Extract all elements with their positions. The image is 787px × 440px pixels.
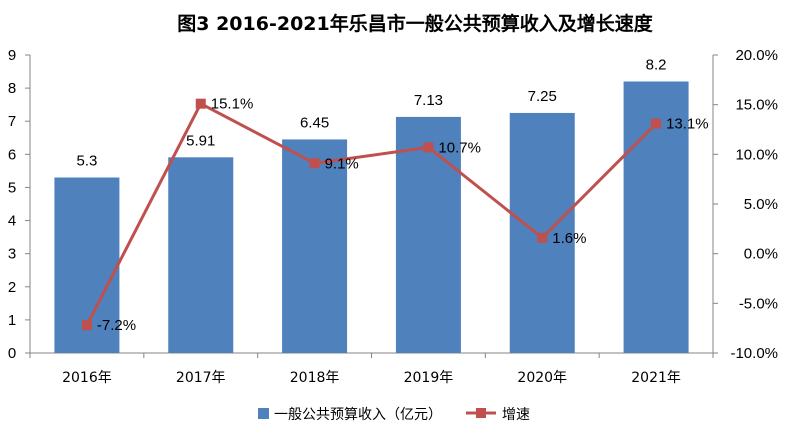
legend: 一般公共预算收入（亿元） 增速 (258, 407, 530, 423)
line-data-label: 1.6% (552, 230, 586, 247)
line-series (81, 98, 662, 331)
right-tick-label: 0.0% (744, 246, 778, 263)
legend-line-marker (476, 408, 486, 418)
line-marker (651, 118, 662, 129)
right-tick-label: 10.0% (735, 146, 778, 163)
bar-data-label: 5.91 (186, 132, 215, 149)
right-tick-label: 5.0% (744, 196, 778, 213)
growth-line (85, 101, 658, 326)
legend-bar-label: 一般公共预算收入（亿元） (274, 407, 442, 423)
line-marker (195, 98, 206, 109)
left-tick-label: 2 (8, 279, 16, 296)
right-tick-label: -5.0% (739, 295, 778, 312)
left-tick-label: 4 (8, 213, 16, 230)
right-tick-label: 15.0% (735, 97, 778, 114)
bar-data-label: 6.45 (300, 114, 329, 131)
line-marker (537, 232, 548, 243)
left-tick-label: 3 (8, 246, 16, 263)
bar (395, 116, 461, 353)
x-tick-label: 2018年 (290, 370, 340, 386)
bar (282, 139, 348, 353)
data-labels: 5.3 5.91 6.45 7.13 7.25 8.2 -7.2% 15.1% 9.1% 10.7… (76, 56, 708, 334)
x-tick-label: 2016年 (62, 370, 112, 386)
bar-data-label: 7.25 (528, 88, 557, 105)
right-tick-label: -10.0% (730, 345, 778, 362)
left-tick-label: 6 (8, 146, 16, 163)
left-tick-label: 9 (8, 47, 16, 64)
x-tick-label: 2021年 (631, 370, 681, 386)
axes: 0 1 2 3 4 5 6 7 8 9 -10.0% -5.0% 0.0% 5.0% 10.0% 15.0% 2… (8, 47, 778, 386)
left-tick-label: 0 (8, 345, 16, 362)
chart-title: 图3 2016-2021年乐昌市一般公共预算收入及增长速度 (177, 12, 653, 35)
line-data-label: -7.2% (97, 317, 136, 334)
legend-line-label: 增速 (502, 407, 530, 423)
line-marker (423, 142, 434, 153)
x-tick-label: 2017年 (176, 370, 226, 386)
left-tick-label: 7 (8, 113, 16, 130)
left-tick-label: 5 (8, 179, 16, 196)
right-tick-label: 20.0% (735, 47, 778, 64)
bar-series (54, 81, 689, 353)
x-tick-label: 2020年 (517, 370, 567, 386)
bar (168, 157, 234, 353)
left-tick-label: 8 (8, 80, 16, 97)
bar-data-label: 8.2 (646, 56, 667, 73)
line-data-label: 10.7% (438, 139, 481, 156)
line-data-label: 13.1% (666, 116, 709, 133)
bar-data-label: 7.13 (414, 92, 443, 109)
line-data-label: 15.1% (211, 96, 254, 113)
bar-data-label: 5.3 (76, 153, 97, 170)
line-marker (81, 320, 92, 331)
x-tick-label: 2019年 (404, 370, 454, 386)
left-tick-label: 1 (8, 312, 16, 329)
line-data-label: 9.1% (325, 155, 359, 172)
legend-bar-swatch (258, 408, 269, 419)
line-marker (309, 158, 320, 169)
